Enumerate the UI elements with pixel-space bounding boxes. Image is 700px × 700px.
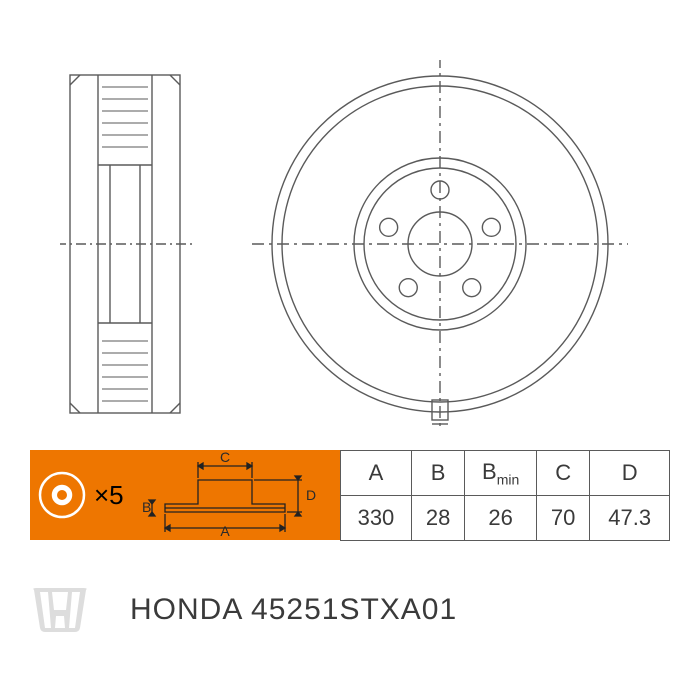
spec-value: 26: [465, 496, 537, 541]
spec-header-row: A B Bmin C D: [341, 451, 670, 496]
spec-value: 28: [411, 496, 464, 541]
spec-header: C: [536, 451, 589, 496]
spec-left-panel: ×5: [30, 450, 340, 540]
dim-a-label: A: [220, 523, 230, 539]
spec-value-row: 330 28 26 70 47.3: [341, 496, 670, 541]
part-number: 45251STXA01: [251, 593, 457, 626]
part-label: HONDA 45251STXA01: [130, 593, 457, 627]
cross-section-diagram: A B C D: [130, 450, 340, 540]
honda-logo-icon: [30, 586, 90, 634]
brand-row: HONDA 45251STXA01: [30, 580, 670, 640]
spec-header: D: [590, 451, 670, 496]
dim-c-label: C: [220, 450, 230, 465]
front-view: [252, 60, 628, 430]
dim-b-label: B: [142, 499, 151, 515]
spec-header: B: [411, 451, 464, 496]
spec-value: 330: [341, 496, 412, 541]
spec-value: 70: [536, 496, 589, 541]
bolt-pattern-icon: [38, 471, 86, 519]
spec-table: A B Bmin C D 330 28 26 70 47.3: [340, 450, 670, 541]
spec-header: Bmin: [465, 451, 537, 496]
dim-d-label: D: [306, 487, 316, 503]
technical-diagram: [60, 60, 640, 430]
spec-header: A: [341, 451, 412, 496]
spec-bar: ×5: [30, 450, 670, 540]
brake-disc-drawing: [60, 60, 640, 430]
bolt-count: ×5: [94, 480, 124, 511]
brand-name: HONDA: [130, 593, 242, 626]
spec-value: 47.3: [590, 496, 670, 541]
side-view: [60, 75, 194, 413]
